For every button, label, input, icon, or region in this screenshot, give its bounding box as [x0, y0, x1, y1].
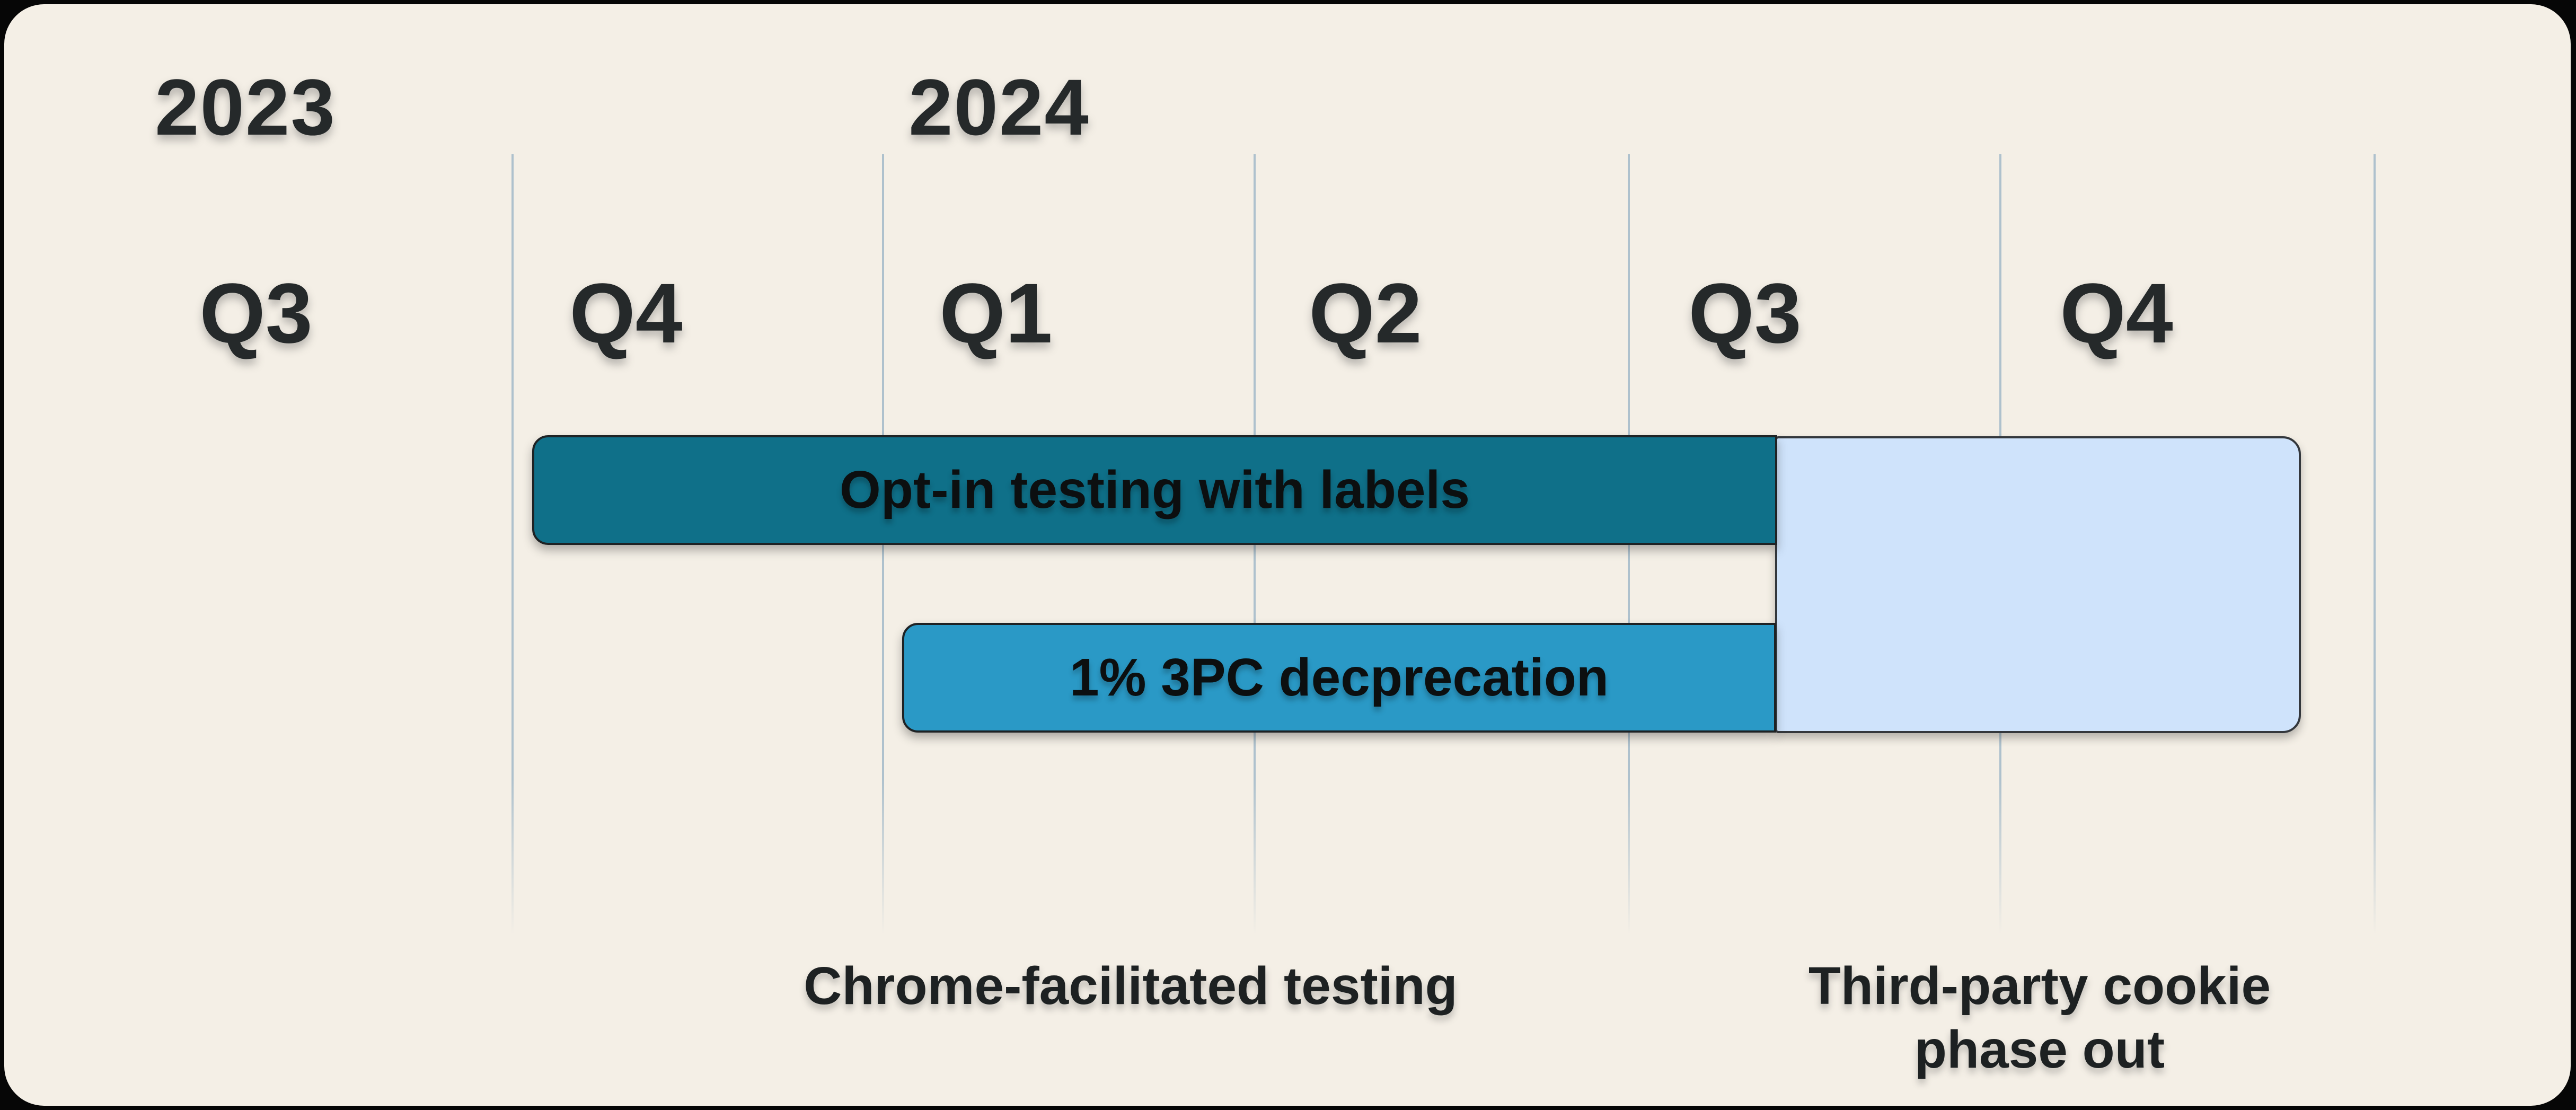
quarter-label-2023-Q4: Q4 [569, 266, 683, 360]
bar-opt-in-testing-with-labels: Opt-in testing with labels [532, 435, 1777, 545]
third-party-cookie-phase-out-box [1775, 436, 2301, 733]
quarter-gridline-6 [2374, 154, 2376, 935]
bar-opt-in-testing-label: Opt-in testing with labels [840, 460, 1470, 519]
quarter-gridline-1 [511, 154, 514, 935]
bar-1pct-3pc-deprecation: 1% 3PC decprecation [902, 623, 1776, 733]
quarter-label-2024-Q2: Q2 [1309, 266, 1422, 360]
quarter-label-2024-Q1: Q1 [939, 266, 1053, 360]
caption-chrome-facilitated-testing: Chrome-facilitated testing [804, 956, 1458, 1016]
caption-phase-out-line-2: phase out [1914, 1020, 2165, 1079]
timeline-card: 2023 2024 Q3 Q4 Q1 Q2 Q3 Q4 Opt-in testing wit… [4, 4, 2571, 1106]
bar-1pct-3pc-deprecation-label: 1% 3PC decprecation [1069, 648, 1609, 707]
quarter-label-2024-Q3: Q3 [1688, 266, 1802, 360]
caption-phase-out-line-1: Third-party cookie [1808, 956, 2271, 1016]
year-label-2023: 2023 [155, 63, 336, 152]
year-label-2024: 2024 [908, 63, 1090, 152]
caption-third-party-cookie-phase-out: Third-party cookie phase out [1809, 954, 2271, 1081]
quarter-label-2024-Q4: Q4 [2060, 266, 2173, 360]
quarter-label-2023-Q3: Q3 [199, 266, 313, 360]
